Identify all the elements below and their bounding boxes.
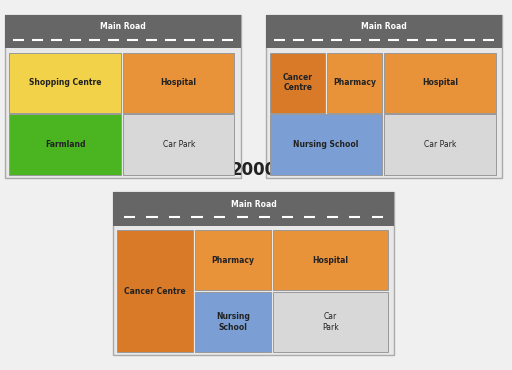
Text: 1960: 1960	[100, 0, 146, 2]
FancyBboxPatch shape	[195, 292, 271, 352]
FancyBboxPatch shape	[273, 230, 388, 290]
Text: Pharmacy: Pharmacy	[333, 78, 376, 87]
FancyBboxPatch shape	[123, 53, 234, 113]
FancyBboxPatch shape	[270, 53, 325, 113]
FancyBboxPatch shape	[266, 15, 502, 178]
Text: Hospital: Hospital	[161, 78, 197, 87]
FancyBboxPatch shape	[384, 53, 496, 113]
FancyBboxPatch shape	[9, 114, 121, 175]
Text: Shopping Centre: Shopping Centre	[29, 78, 101, 87]
Text: Hospital: Hospital	[422, 78, 458, 87]
FancyBboxPatch shape	[113, 192, 394, 355]
FancyBboxPatch shape	[113, 192, 394, 226]
Text: Main Road: Main Road	[230, 199, 276, 209]
FancyBboxPatch shape	[270, 114, 382, 175]
Text: Nursing
School: Nursing School	[216, 312, 250, 332]
FancyBboxPatch shape	[266, 15, 502, 48]
FancyBboxPatch shape	[9, 53, 121, 113]
FancyBboxPatch shape	[273, 292, 388, 352]
Text: Cancer Centre: Cancer Centre	[124, 287, 185, 296]
FancyBboxPatch shape	[384, 114, 496, 175]
Text: Hospital: Hospital	[312, 256, 349, 265]
Text: Pharmacy: Pharmacy	[211, 256, 254, 265]
FancyBboxPatch shape	[195, 230, 271, 290]
Text: Main Road: Main Road	[361, 22, 407, 31]
Text: Car Park: Car Park	[162, 140, 195, 149]
FancyBboxPatch shape	[117, 230, 193, 352]
Text: Main Road: Main Road	[100, 22, 146, 31]
FancyBboxPatch shape	[327, 53, 382, 113]
Text: 2000: 2000	[230, 161, 276, 179]
Text: Car Park: Car Park	[423, 140, 456, 149]
FancyBboxPatch shape	[123, 114, 234, 175]
FancyBboxPatch shape	[5, 15, 241, 48]
Text: Nursing School: Nursing School	[293, 140, 359, 149]
Text: Cancer
Centre: Cancer Centre	[283, 73, 313, 92]
Text: 1980: 1980	[361, 0, 407, 2]
Text: Car
Park: Car Park	[322, 312, 339, 332]
FancyBboxPatch shape	[5, 15, 241, 178]
Text: Farmland: Farmland	[45, 140, 86, 149]
